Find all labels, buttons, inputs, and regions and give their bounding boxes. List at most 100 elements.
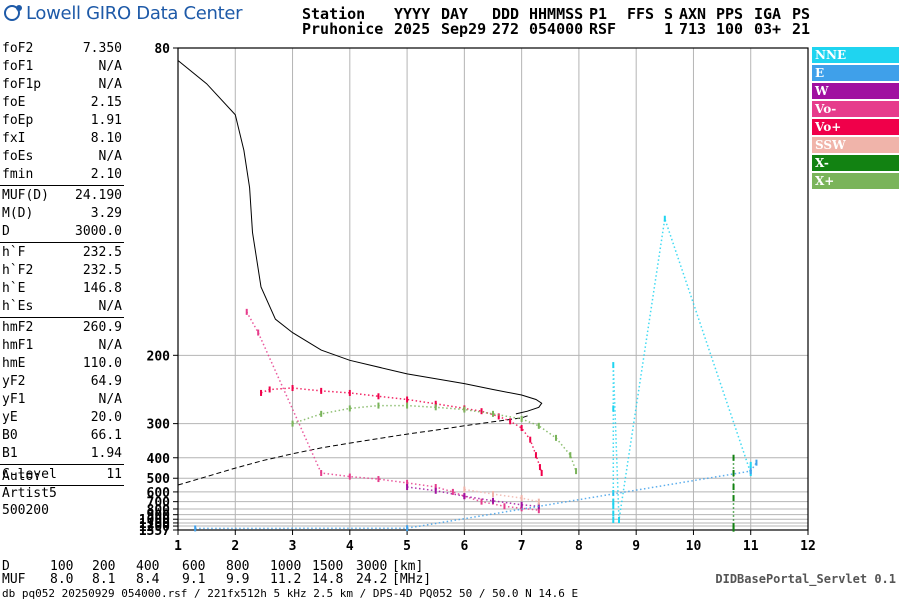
echo-point xyxy=(538,464,541,471)
footer-metadata: db pq052 20250929 054000.rsf / 221fx512h… xyxy=(2,587,579,600)
muf-cell: 9.1 xyxy=(182,572,206,587)
y-tick-label: 200 xyxy=(147,349,171,364)
echo-point xyxy=(492,497,494,504)
header-cell: DDD xyxy=(492,5,520,23)
echo-point xyxy=(529,436,532,443)
header-cell: IGA xyxy=(754,5,782,23)
param-value: 11 xyxy=(106,467,122,482)
y-tick-label: 600 xyxy=(147,486,171,501)
y-tick-label: 700 xyxy=(147,496,171,511)
auto-line: 500200 xyxy=(2,503,49,518)
param-label: fxI xyxy=(2,131,26,146)
param-label: hmE xyxy=(2,356,26,371)
muf-cell: 800 xyxy=(226,559,250,574)
echo-point xyxy=(268,386,271,393)
echo-point xyxy=(406,484,409,491)
param-value: 8.10 xyxy=(90,131,122,146)
param-row: yF2 64.9 xyxy=(0,373,124,391)
legend-item: W xyxy=(812,83,899,99)
param-row: B0 66.1 xyxy=(0,427,124,445)
echo-point xyxy=(612,490,615,497)
header-cell: P1 xyxy=(589,5,608,23)
param-row: M(D) 3.29 xyxy=(0,205,124,223)
param-label: B0 xyxy=(2,428,18,443)
header-cell: 1 xyxy=(664,20,674,38)
param-label: B1 xyxy=(2,446,18,461)
muf-cell: 8.4 xyxy=(136,572,160,587)
echo-point xyxy=(520,495,523,502)
globe-icon xyxy=(4,5,20,21)
muf-row-unit: [MHz] xyxy=(392,572,432,587)
param-label: h`F xyxy=(2,245,26,260)
echo-point xyxy=(348,389,351,396)
param-value: 1.91 xyxy=(90,113,122,128)
param-label: foF2 xyxy=(2,41,34,56)
echo-point xyxy=(497,413,500,420)
header-cell: RSF xyxy=(589,20,617,38)
logo-text: Lowell GIRO Data Center xyxy=(26,3,243,24)
param-value: N/A xyxy=(98,392,122,407)
echo-point xyxy=(463,406,466,413)
param-value: N/A xyxy=(98,338,122,353)
x-tick-label: 6 xyxy=(460,539,468,554)
param-row: yE 20.0 xyxy=(0,409,124,427)
series-trace xyxy=(612,218,752,521)
param-row: fmin 2.10 xyxy=(0,166,124,184)
param-value: 1.94 xyxy=(90,446,122,461)
param-separator xyxy=(0,185,124,186)
param-row: hmF1 N/A xyxy=(0,337,124,355)
echo-point xyxy=(749,468,752,475)
param-separator xyxy=(0,242,124,243)
param-value: 110.0 xyxy=(82,356,122,371)
plot-area xyxy=(178,48,808,530)
muf-cell: 100 xyxy=(50,559,74,574)
param-label: foEs xyxy=(2,149,34,164)
echo-point xyxy=(537,422,540,429)
echo-point xyxy=(406,396,409,403)
echo-point xyxy=(540,470,543,477)
param-value: 64.9 xyxy=(90,374,122,389)
muf-cell: 8.1 xyxy=(92,572,116,587)
header-cell: 2025 xyxy=(394,20,431,38)
legend-item: Vo+ xyxy=(812,119,899,135)
echo-point xyxy=(320,470,323,477)
echo-point xyxy=(537,498,540,505)
param-label: yE xyxy=(2,410,18,425)
param-value: 3.29 xyxy=(90,206,122,221)
header-cell: Station xyxy=(302,5,366,23)
param-label: h`Es xyxy=(2,299,34,314)
echo-point xyxy=(194,525,197,532)
muf-cell: 600 xyxy=(182,559,206,574)
param-label: MUF(D) xyxy=(2,188,49,203)
legend-item: X- xyxy=(812,155,899,171)
header-cell: Sep29 xyxy=(441,20,487,38)
muf-cell: 14.8 xyxy=(312,572,344,587)
series-trace xyxy=(195,462,758,530)
echo-point xyxy=(755,459,758,466)
param-row: foEs N/A xyxy=(0,148,124,166)
param-row: foF1 N/A xyxy=(0,58,124,76)
param-label: yF2 xyxy=(2,374,26,389)
echo-point xyxy=(377,476,380,483)
echo-point xyxy=(612,503,615,510)
param-row: foE 2.15 xyxy=(0,94,124,112)
param-value: 2.10 xyxy=(90,167,122,182)
echo-point xyxy=(463,486,466,493)
echo-point xyxy=(575,468,578,475)
muf-cell: 1500 xyxy=(312,559,344,574)
auto-line: Artist5 xyxy=(2,486,57,501)
param-row: h`E 146.8 xyxy=(0,280,124,298)
echo-point xyxy=(520,505,523,512)
echo-point xyxy=(320,410,323,417)
param-row: fxI 8.10 xyxy=(0,130,124,148)
param-value: 7.350 xyxy=(82,41,122,56)
muf-row-unit: [km] xyxy=(392,559,424,574)
param-value: 232.5 xyxy=(82,245,122,260)
x-tick-label: 7 xyxy=(518,539,526,554)
echo-point xyxy=(537,507,540,514)
plot-frame xyxy=(177,47,809,531)
y-tick-label: 1357 xyxy=(139,524,170,539)
param-value: N/A xyxy=(98,77,122,92)
param-value: 146.8 xyxy=(82,281,122,296)
